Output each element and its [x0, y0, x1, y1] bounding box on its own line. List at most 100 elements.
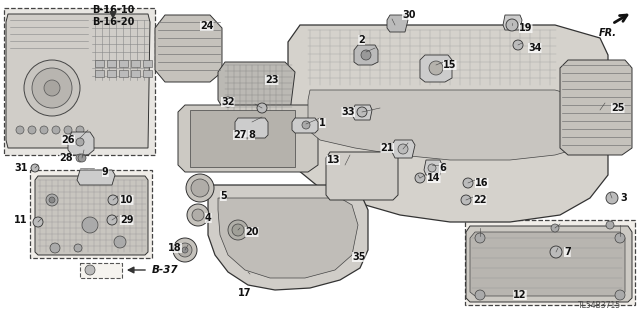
Circle shape: [44, 80, 60, 96]
Circle shape: [357, 107, 367, 117]
Circle shape: [24, 60, 80, 116]
Circle shape: [550, 246, 562, 258]
Circle shape: [52, 126, 60, 134]
Circle shape: [16, 126, 24, 134]
Circle shape: [173, 238, 197, 262]
Polygon shape: [292, 118, 318, 133]
Text: 23: 23: [265, 75, 278, 85]
Text: 21: 21: [381, 143, 394, 153]
Polygon shape: [155, 15, 222, 82]
Polygon shape: [392, 140, 415, 158]
Circle shape: [302, 121, 310, 129]
Text: 26: 26: [61, 135, 75, 145]
Circle shape: [415, 173, 425, 183]
Circle shape: [31, 164, 39, 172]
Circle shape: [232, 224, 244, 236]
Text: 13: 13: [326, 155, 340, 165]
Text: 30: 30: [402, 10, 415, 20]
Circle shape: [46, 194, 58, 206]
Bar: [95, 60, 104, 67]
Text: B-16-10
B-16-20: B-16-10 B-16-20: [92, 5, 134, 27]
Text: 17: 17: [238, 288, 252, 298]
Circle shape: [606, 192, 618, 204]
Circle shape: [223, 97, 233, 107]
Text: 28: 28: [60, 153, 73, 163]
Text: 18: 18: [168, 243, 182, 253]
Polygon shape: [218, 198, 358, 278]
Text: 22: 22: [473, 195, 486, 205]
Circle shape: [76, 138, 84, 146]
Circle shape: [107, 215, 117, 225]
Text: 24: 24: [200, 21, 214, 31]
Circle shape: [49, 197, 55, 203]
Text: 2: 2: [358, 35, 365, 45]
Text: 33: 33: [342, 107, 355, 117]
Polygon shape: [466, 226, 632, 302]
Polygon shape: [288, 25, 608, 222]
Bar: [107, 60, 116, 67]
Polygon shape: [6, 14, 150, 148]
Bar: [119, 60, 128, 67]
Text: 3: 3: [620, 193, 627, 203]
Text: 11: 11: [13, 215, 27, 225]
Circle shape: [50, 243, 60, 253]
Polygon shape: [35, 176, 148, 255]
Polygon shape: [68, 132, 94, 155]
Bar: [143, 70, 152, 77]
Text: 20: 20: [245, 227, 259, 237]
Circle shape: [187, 204, 209, 226]
Circle shape: [40, 126, 48, 134]
Text: 12: 12: [513, 290, 527, 300]
Text: 10: 10: [120, 195, 134, 205]
Text: TL54B3715: TL54B3715: [579, 301, 621, 310]
Text: 19: 19: [519, 23, 532, 33]
Polygon shape: [424, 160, 442, 175]
Polygon shape: [503, 15, 522, 30]
Polygon shape: [352, 105, 372, 120]
Circle shape: [28, 126, 36, 134]
Polygon shape: [308, 90, 595, 160]
Polygon shape: [218, 62, 295, 118]
Circle shape: [191, 179, 209, 197]
Bar: [107, 70, 116, 77]
Circle shape: [475, 290, 485, 300]
Circle shape: [76, 154, 84, 162]
Circle shape: [182, 247, 188, 253]
Bar: [95, 70, 104, 77]
Circle shape: [475, 233, 485, 243]
Circle shape: [85, 265, 95, 275]
Polygon shape: [420, 55, 452, 82]
Circle shape: [606, 221, 614, 229]
Text: 29: 29: [120, 215, 134, 225]
Text: 27: 27: [233, 130, 246, 140]
Circle shape: [429, 61, 443, 75]
Polygon shape: [326, 152, 398, 200]
Circle shape: [551, 224, 559, 232]
Text: 5: 5: [220, 191, 227, 201]
Text: 7: 7: [564, 247, 571, 257]
Bar: [131, 60, 140, 67]
Circle shape: [33, 217, 43, 227]
Text: 14: 14: [427, 173, 440, 183]
Circle shape: [398, 144, 408, 154]
Circle shape: [78, 154, 86, 162]
Text: 25: 25: [611, 103, 625, 113]
Polygon shape: [387, 15, 408, 32]
Polygon shape: [77, 170, 115, 185]
Circle shape: [74, 244, 82, 252]
Polygon shape: [235, 118, 268, 138]
Circle shape: [506, 19, 518, 31]
Polygon shape: [354, 45, 378, 65]
Polygon shape: [178, 105, 318, 172]
Polygon shape: [208, 185, 368, 290]
Circle shape: [82, 217, 98, 233]
Text: 31: 31: [15, 163, 28, 173]
Circle shape: [108, 195, 118, 205]
Bar: [119, 70, 128, 77]
Bar: [131, 70, 140, 77]
Circle shape: [228, 220, 248, 240]
Circle shape: [178, 243, 192, 257]
Text: B-37: B-37: [152, 265, 179, 275]
Circle shape: [428, 164, 436, 172]
Text: 1: 1: [319, 118, 326, 128]
